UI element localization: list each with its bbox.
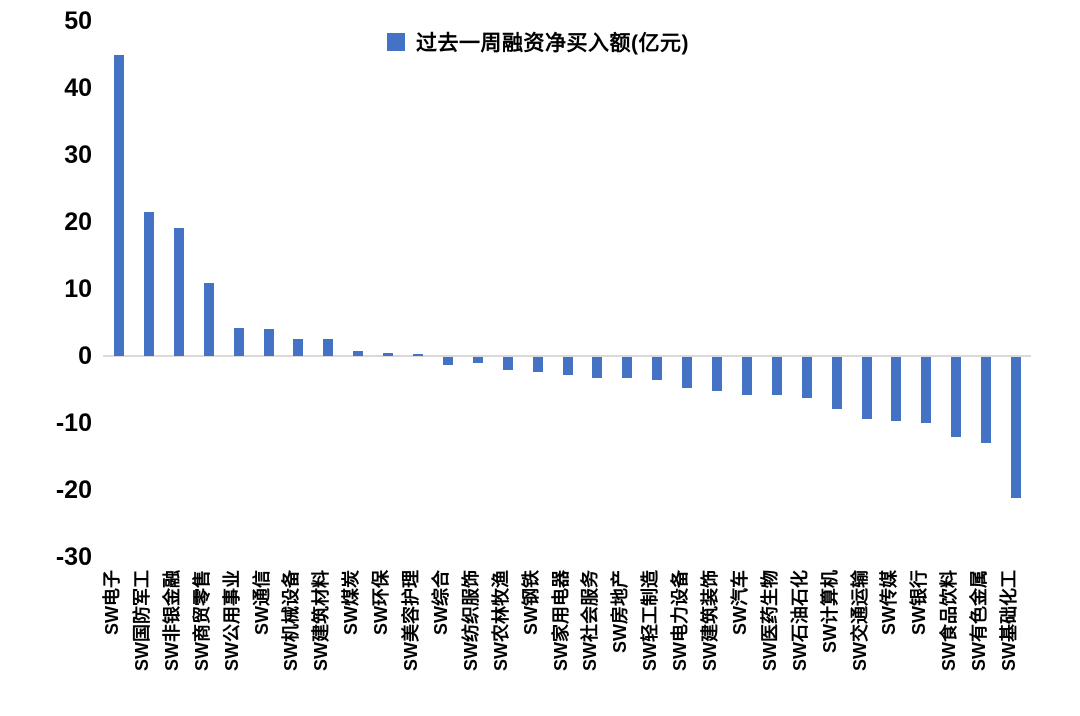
bar bbox=[383, 353, 394, 356]
x-axis-label: SW计算机 bbox=[819, 570, 840, 653]
bar bbox=[771, 357, 782, 396]
x-axis-label: SW环保 bbox=[371, 570, 392, 635]
bar bbox=[143, 211, 154, 356]
bar bbox=[233, 327, 244, 356]
x-axis-label: SW轻工制造 bbox=[640, 570, 661, 671]
bar bbox=[442, 357, 453, 366]
y-axis-tick-label: -10 bbox=[55, 409, 92, 437]
bar bbox=[203, 282, 214, 356]
x-axis-label: SW社会服务 bbox=[580, 570, 601, 671]
bar bbox=[562, 357, 573, 376]
x-axis-label: SW汽车 bbox=[729, 570, 750, 635]
bar bbox=[502, 357, 513, 370]
bar bbox=[951, 357, 962, 438]
bar bbox=[712, 357, 722, 392]
x-axis-label: SW传媒 bbox=[879, 570, 900, 635]
x-axis-label: SW国防军工 bbox=[131, 570, 152, 671]
x-axis-label: SW钢铁 bbox=[520, 570, 541, 635]
bar bbox=[263, 329, 274, 356]
y-axis-tick-label: 50 bbox=[64, 7, 92, 35]
bar bbox=[921, 357, 932, 424]
bar bbox=[682, 357, 693, 389]
x-axis-label: SW建筑材料 bbox=[311, 570, 332, 671]
x-axis-label: SW电子 bbox=[102, 570, 122, 635]
x-axis-label: SW房地产 bbox=[610, 570, 631, 653]
bar bbox=[891, 357, 902, 421]
bar bbox=[861, 357, 872, 419]
x-axis-label: SW农林牧渔 bbox=[490, 570, 511, 671]
bar bbox=[622, 357, 633, 379]
y-axis-tick-label: -20 bbox=[55, 476, 92, 504]
x-axis-label: SW电力设备 bbox=[670, 570, 691, 671]
bar bbox=[293, 338, 304, 356]
bar bbox=[114, 54, 124, 356]
x-axis-label: SW纺织服饰 bbox=[460, 570, 481, 671]
bar bbox=[413, 353, 423, 356]
x-axis-label: SW家用电器 bbox=[550, 570, 571, 671]
x-axis-label: SW有色金属 bbox=[969, 570, 990, 671]
bar bbox=[472, 357, 483, 364]
bar bbox=[532, 357, 543, 372]
bar bbox=[323, 338, 334, 356]
x-axis-label: SW商贸零售 bbox=[191, 570, 212, 671]
bar bbox=[173, 228, 184, 356]
y-axis-tick-label: -30 bbox=[55, 543, 92, 571]
bar bbox=[592, 357, 603, 378]
bar bbox=[1011, 357, 1021, 498]
bar bbox=[801, 357, 812, 398]
x-axis-label: SW建筑装饰 bbox=[700, 570, 720, 671]
x-axis-label: SW通信 bbox=[251, 570, 272, 635]
x-axis-label: SW非银金融 bbox=[161, 570, 182, 671]
bar bbox=[831, 357, 842, 409]
legend-label: 过去一周融资净买入额(亿元) bbox=[416, 32, 689, 55]
x-axis-label: SW银行 bbox=[909, 570, 930, 635]
x-axis-label: SW交通运输 bbox=[849, 570, 870, 671]
x-axis-label: SW医药生物 bbox=[759, 570, 780, 671]
x-axis-label: SW石油石化 bbox=[789, 570, 810, 671]
y-axis-tick-label: 30 bbox=[64, 141, 92, 169]
y-axis-tick-label: 0 bbox=[78, 342, 92, 370]
bar bbox=[353, 350, 364, 356]
zero-axis-line bbox=[103, 355, 1031, 357]
x-axis-label: SW煤炭 bbox=[341, 570, 362, 635]
chart-legend: 过去一周融资净买入额(亿元) bbox=[387, 30, 689, 55]
x-axis-label: SW综合 bbox=[430, 570, 451, 635]
bar bbox=[981, 357, 992, 444]
x-axis-label: SW食品饮料 bbox=[939, 570, 960, 671]
x-axis-label: SW公用事业 bbox=[221, 570, 242, 671]
y-axis-tick-label: 10 bbox=[64, 275, 92, 303]
y-axis-tick-label: 40 bbox=[64, 74, 92, 102]
y-axis-tick-label: 20 bbox=[64, 208, 92, 236]
legend-color-swatch bbox=[387, 33, 405, 51]
x-axis-label: SW机械设备 bbox=[281, 570, 302, 671]
x-axis-label: SW美容护理 bbox=[401, 570, 421, 671]
x-axis-label: SW基础化工 bbox=[999, 570, 1019, 671]
bar bbox=[741, 357, 752, 395]
bar bbox=[652, 357, 663, 381]
